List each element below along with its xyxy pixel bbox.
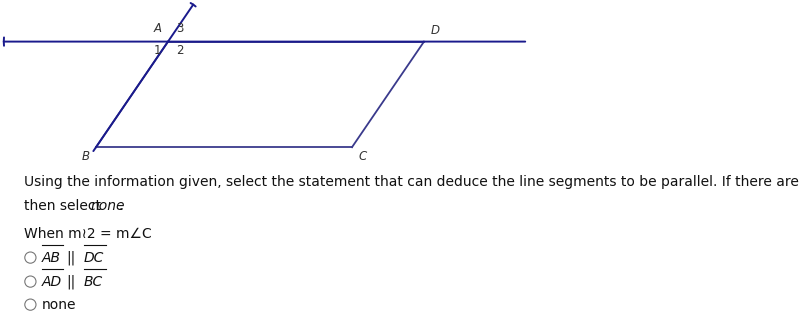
Text: Using the information given, select the statement that can deduce the line segme: Using the information given, select the … bbox=[24, 175, 800, 189]
Text: BC: BC bbox=[84, 275, 103, 289]
Text: .: . bbox=[118, 199, 122, 213]
Text: 1: 1 bbox=[154, 44, 162, 57]
Text: B: B bbox=[82, 150, 90, 163]
Text: AB: AB bbox=[42, 251, 61, 265]
Text: ||: || bbox=[66, 250, 76, 265]
Text: C: C bbox=[358, 150, 366, 163]
Text: DC: DC bbox=[84, 251, 104, 265]
Text: A: A bbox=[154, 22, 162, 35]
Text: When m≀2 = m∠C: When m≀2 = m∠C bbox=[24, 227, 152, 241]
Text: ||: || bbox=[66, 274, 76, 289]
Text: 2: 2 bbox=[176, 44, 183, 57]
Text: D: D bbox=[430, 24, 439, 37]
Text: none: none bbox=[90, 199, 125, 213]
Text: none: none bbox=[42, 298, 76, 312]
Text: AD: AD bbox=[42, 275, 62, 289]
Text: 3: 3 bbox=[176, 22, 183, 35]
Text: then select: then select bbox=[24, 199, 106, 213]
